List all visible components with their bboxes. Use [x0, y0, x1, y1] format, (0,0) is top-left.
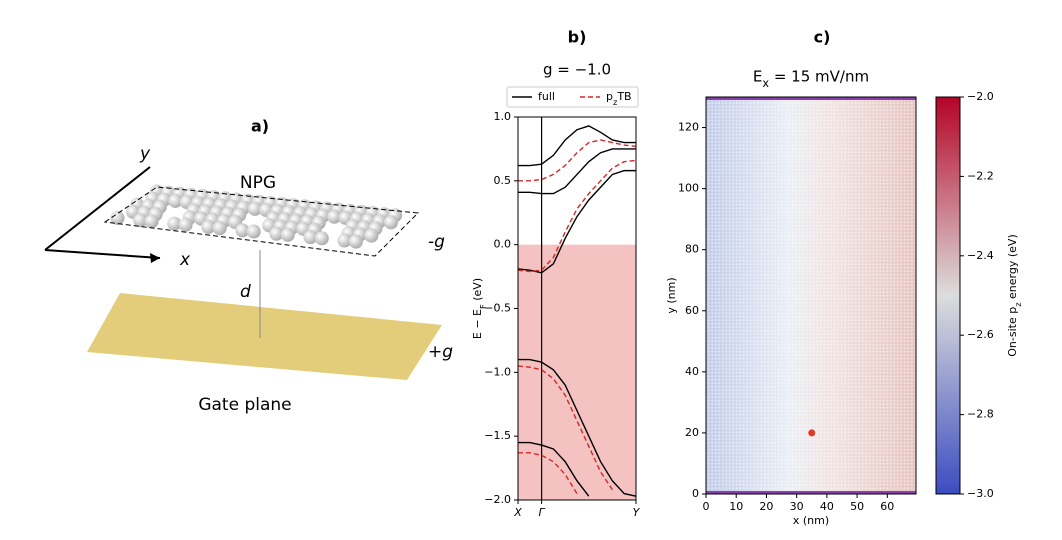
panel-label: a)	[251, 117, 269, 136]
y-tick-label: 0	[692, 487, 699, 500]
band	[518, 148, 636, 195]
colorbar	[935, 96, 961, 495]
y-tick-label: 0.0	[494, 238, 512, 251]
y-tick-label: 40	[685, 365, 699, 378]
y-tick-label: −1.0	[484, 365, 511, 378]
legend-label: full	[538, 90, 555, 103]
legend-frame	[506, 86, 639, 108]
x-tick-label: 10	[729, 500, 743, 513]
band	[518, 358, 636, 497]
x-axis-label: x (nm)	[793, 514, 829, 527]
legend: full pzTB	[506, 86, 639, 108]
atom	[201, 219, 216, 234]
atom	[133, 213, 148, 228]
colorbar-tick-label: −2.8	[967, 408, 994, 421]
atom	[178, 217, 193, 232]
colorbar-tick-label: −3.0	[967, 487, 994, 500]
band	[518, 159, 636, 273]
separation-label: d	[240, 282, 251, 302]
band	[518, 125, 636, 167]
atom	[269, 226, 284, 241]
gate-label: Gate plane	[198, 395, 291, 415]
chart-title: Ex = 15 mV/nm	[753, 68, 869, 90]
schematic: a) y x NPG -g d +g Gate plane	[44, 117, 453, 415]
gate-row	[706, 491, 916, 494]
atom	[383, 215, 398, 230]
point	[808, 429, 816, 437]
y-tick-label: 100	[678, 182, 699, 195]
atom	[314, 231, 329, 246]
y-axis-label: y (nm)	[665, 277, 678, 313]
panel-label: c)	[814, 28, 831, 47]
y-tick-label: −2.0	[484, 493, 511, 506]
colorbar-tick-label: −2.2	[967, 169, 994, 182]
band	[518, 365, 613, 491]
colorbar-tick-label: −2.6	[967, 328, 994, 341]
plot-frame	[705, 96, 917, 495]
panel-label: b)	[568, 28, 587, 47]
gate-row	[706, 97, 916, 100]
y-tick-label: 120	[678, 121, 699, 134]
x-tick-label: 40	[820, 500, 834, 513]
colorbar-tick-label: −2.4	[967, 249, 994, 262]
x-tick-label: 20	[759, 500, 773, 513]
occupied-shading	[518, 244, 636, 500]
atom	[246, 224, 261, 239]
atom	[235, 223, 250, 238]
chart-title: g = −1.0	[543, 61, 611, 79]
site-dots	[706, 97, 916, 494]
atom	[303, 230, 318, 245]
colorbar-label: On-site pz energy (eV)	[1006, 234, 1023, 357]
x-tick-label: 50	[850, 500, 864, 513]
x-tick-label: X	[513, 506, 522, 519]
gate-plane	[87, 293, 442, 380]
axis-label: x	[179, 250, 191, 270]
atom	[348, 234, 363, 249]
ribbon-outline	[103, 186, 420, 257]
y-tick-label: −1.5	[484, 429, 511, 442]
axis-label: y	[139, 144, 151, 164]
colorbar-tick-label: −2.0	[967, 90, 994, 103]
band	[518, 169, 636, 274]
plot-frame	[517, 116, 637, 501]
atom	[364, 228, 379, 243]
x-tick-label: 60	[880, 500, 894, 513]
charge-label: -g	[428, 232, 445, 252]
sheet-label: NPG	[240, 173, 276, 193]
atom	[280, 227, 295, 242]
y-tick-label: 80	[685, 243, 699, 256]
legend-label: pzTB	[606, 90, 632, 107]
axis-arrow	[44, 249, 161, 259]
potential-map: c) Ex = 15 mV/nm 0 10 20 30 40 50 60 0 20 40 60 80 100…	[665, 28, 1023, 528]
y-tick-label: 60	[685, 304, 699, 317]
atom	[247, 201, 262, 216]
arrow-head	[150, 253, 160, 263]
band-structure: b) g = −1.0 X Γ Y 1.0 0.5 0.0 −0.5 −1.0 −1.5 −2.0 E …	[471, 28, 641, 520]
ribbon	[110, 184, 403, 249]
atom	[327, 209, 342, 224]
y-axis-label: E − EF (eV)	[471, 278, 488, 339]
atom	[168, 193, 183, 208]
x-tick-label: Γ	[539, 506, 546, 519]
y-tick-label: −0.5	[484, 302, 511, 315]
atom	[110, 210, 125, 225]
band	[518, 452, 578, 494]
y-tick-label: 0.5	[494, 174, 512, 187]
band	[518, 441, 590, 497]
x-tick-label: 30	[790, 500, 804, 513]
band	[518, 139, 636, 182]
atom	[167, 216, 182, 231]
x-tick-label: Y	[633, 506, 641, 519]
charge-label: +g	[428, 342, 453, 362]
atom	[337, 233, 352, 248]
atom	[212, 221, 227, 236]
y-tick-label: 1.0	[494, 110, 512, 123]
atom	[144, 214, 159, 229]
x-tick-label: 0	[703, 500, 710, 513]
y-tick-label: 20	[685, 426, 699, 439]
axis-arrow	[44, 166, 151, 251]
